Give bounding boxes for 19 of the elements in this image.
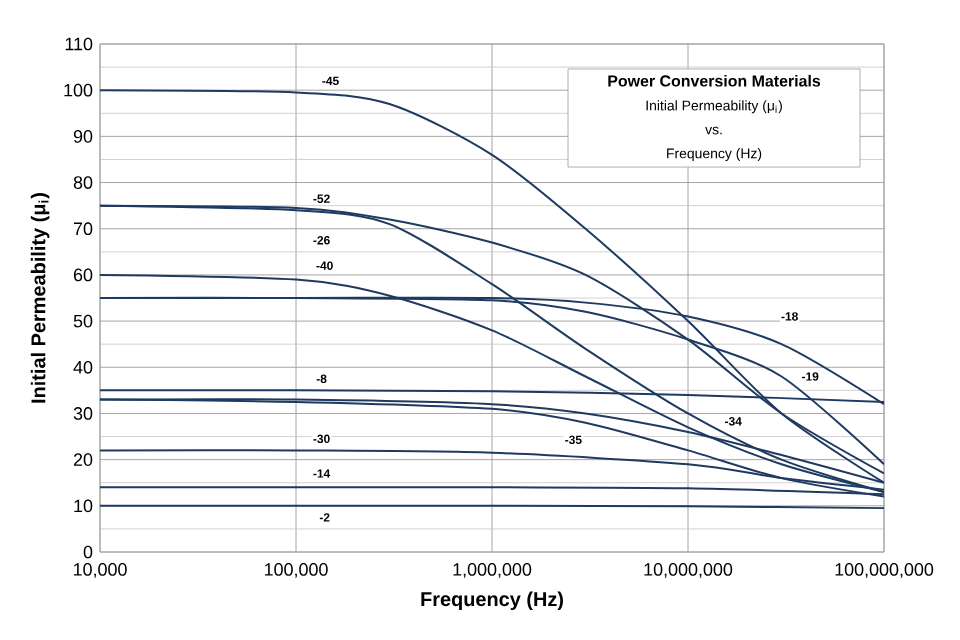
x-tick-label: 1,000,000 bbox=[453, 563, 532, 578]
y-tick-label: 80 bbox=[73, 176, 93, 189]
y-tick-label: 60 bbox=[73, 268, 93, 282]
y-tick-label: 100 bbox=[64, 83, 93, 97]
y-tick-label: 50 bbox=[73, 314, 93, 328]
x-tick-label: 100,000 bbox=[264, 563, 328, 578]
x-tick-label: 100,000,000 bbox=[835, 563, 934, 578]
y-tick-label: 0 bbox=[83, 545, 93, 559]
y-axis-title: Initial Permeability (μ$_{i}$) bbox=[30, 193, 50, 403]
y-tick-label: 110 bbox=[65, 37, 93, 51]
x-tick-label: 10,000 bbox=[73, 563, 127, 578]
x-axis-title: Frequency (Hz) bbox=[421, 591, 563, 611]
y-tick-label: 20 bbox=[73, 453, 93, 466]
x-tick-label: 10,000,000 bbox=[644, 563, 733, 578]
y-tick-label: 40 bbox=[73, 360, 93, 374]
y-tick-label: 70 bbox=[73, 222, 93, 236]
y-tick-label: 10 bbox=[74, 499, 93, 513]
y-tick-label: 30 bbox=[73, 407, 93, 420]
y-tick-label: 90 bbox=[73, 130, 93, 143]
